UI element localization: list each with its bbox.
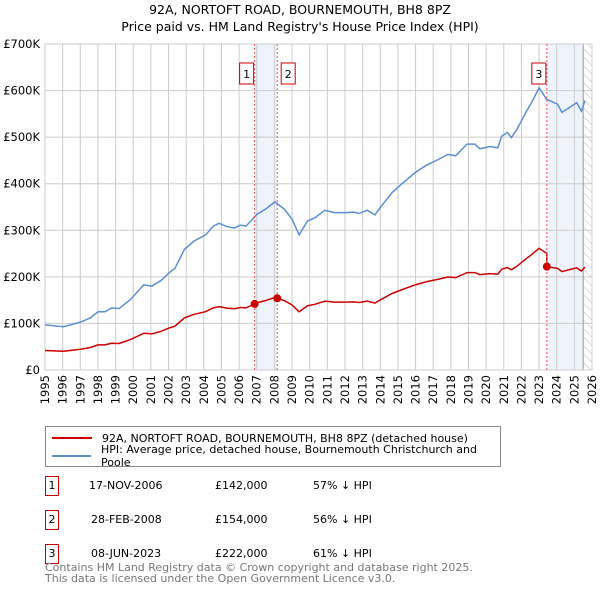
sale-label: 1 — [243, 68, 250, 81]
chart-title: 92A, NORTOFT ROAD, BOURNEMOUTH, BH8 8PZ — [149, 2, 451, 17]
sale-date: 08-JUN-2023 — [91, 547, 162, 560]
x-tick-label: 1999 — [109, 375, 123, 404]
x-tick-label: 1996 — [56, 375, 70, 404]
x-tick-label: 2002 — [162, 375, 176, 404]
sale-label: 2 — [285, 68, 292, 81]
legend-item-hpi: HPI: Average price, detached house, Bour… — [52, 443, 500, 469]
sale-price: £222,000 — [215, 547, 268, 560]
sale-label-box — [280, 62, 296, 85]
chart-subtitle: Price paid vs. HM Land Registry's House … — [121, 19, 479, 34]
sale-hpi-diff: 57% ↓ HPI — [313, 479, 372, 492]
x-tick-label: 2022 — [514, 375, 528, 404]
legend-line-blue — [52, 455, 92, 457]
y-tick-label: £0 — [25, 363, 40, 377]
sale-label-box — [531, 62, 547, 85]
x-tick-label: 2012 — [338, 375, 352, 404]
legend-label: HPI: Average price, detached house, Bour… — [101, 443, 477, 469]
property-price-line — [44, 247, 586, 353]
legend-item-property: 92A, NORTOFT ROAD, BOURNEMOUTH, BH8 8PZ … — [52, 430, 468, 446]
x-tick-label: 2000 — [126, 375, 140, 404]
x-tick-label: 2020 — [479, 375, 493, 404]
y-tick-label: £700K — [3, 37, 40, 51]
sale-row: 3 08-JUN-2023 £222,000 61% ↓ HPI — [45, 544, 545, 566]
x-tick-label: 2024 — [550, 375, 564, 404]
x-tick-label: 2025 — [567, 375, 581, 404]
sale-price: £142,000 — [215, 479, 268, 492]
x-tick-label: 1998 — [91, 375, 105, 404]
legend: 92A, NORTOFT ROAD, BOURNEMOUTH, BH8 8PZ … — [45, 426, 501, 469]
sale-date: 28-FEB-2008 — [91, 513, 162, 526]
y-tick-label: £200K — [3, 270, 40, 284]
forecast-hatch — [583, 44, 592, 370]
y-tick-label: £100K — [3, 316, 40, 330]
x-tick-label: 2001 — [144, 375, 158, 404]
sale-point — [273, 294, 282, 303]
y-tick-label: £500K — [3, 130, 40, 144]
x-tick-label: 2026 — [585, 375, 599, 404]
x-tick-label: 2007 — [250, 375, 264, 404]
sale-row: 2 28-FEB-2008 £154,000 56% ↓ HPI — [45, 510, 545, 532]
x-tick-label: 2008 — [267, 375, 281, 404]
x-tick-label: 2005 — [214, 375, 228, 404]
x-tick-label: 2013 — [356, 375, 370, 404]
sale-label: 3 — [535, 68, 542, 81]
legend-label: 92A, NORTOFT ROAD, BOURNEMOUTH, BH8 8PZ … — [102, 431, 468, 445]
x-tick-label: 2019 — [461, 375, 475, 404]
sale-marker-badge: 1 — [45, 476, 59, 496]
x-tick-label: 2011 — [320, 375, 334, 404]
hpi-line — [44, 86, 586, 328]
shaded-period — [254, 44, 278, 370]
legend-line-red — [52, 437, 92, 439]
sale-hpi-diff: 61% ↓ HPI — [313, 547, 372, 560]
y-tick-label: £600K — [3, 84, 40, 98]
footer-licence: This data is licensed under the Open Gov… — [45, 572, 396, 585]
x-tick-label: 2009 — [285, 375, 299, 404]
sale-price: £154,000 — [215, 513, 268, 526]
x-tick-label: 2018 — [444, 375, 458, 404]
footer-copyright: Contains HM Land Registry data © Crown c… — [45, 561, 473, 574]
plot-border — [44, 43, 593, 371]
sale-marker-badge: 3 — [45, 544, 59, 564]
x-tick-label: 2014 — [373, 375, 387, 404]
x-tick-label: 1997 — [73, 375, 87, 404]
shaded-period — [546, 44, 584, 370]
x-tick-label: 2003 — [179, 375, 193, 404]
x-tick-label: 2016 — [409, 375, 423, 404]
y-tick-label: £300K — [3, 223, 40, 237]
x-tick-label: 2010 — [303, 375, 317, 404]
sale-label-box — [239, 62, 255, 85]
x-tick-label: 2017 — [426, 375, 440, 404]
x-tick-label: 2023 — [532, 375, 546, 404]
sale-date: 17-NOV-2006 — [89, 479, 163, 492]
x-tick-label: 2004 — [197, 375, 211, 404]
sale-marker-badge: 2 — [45, 510, 59, 530]
x-tick-label: 2006 — [232, 375, 246, 404]
plot-area: 1995 1996 1997 1998 1999 2000 2001 2002 2003 2004… — [3, 37, 599, 404]
x-tick-label: 2015 — [391, 375, 405, 404]
sale-point — [542, 262, 551, 271]
y-tick-label: £400K — [3, 177, 40, 191]
x-tick-label: 2021 — [497, 375, 511, 404]
sale-point — [250, 299, 259, 308]
sale-row: 1 17-NOV-2006 £142,000 57% ↓ HPI — [45, 476, 545, 498]
x-tick-label: 1995 — [38, 375, 52, 404]
sale-hpi-diff: 56% ↓ HPI — [313, 513, 372, 526]
